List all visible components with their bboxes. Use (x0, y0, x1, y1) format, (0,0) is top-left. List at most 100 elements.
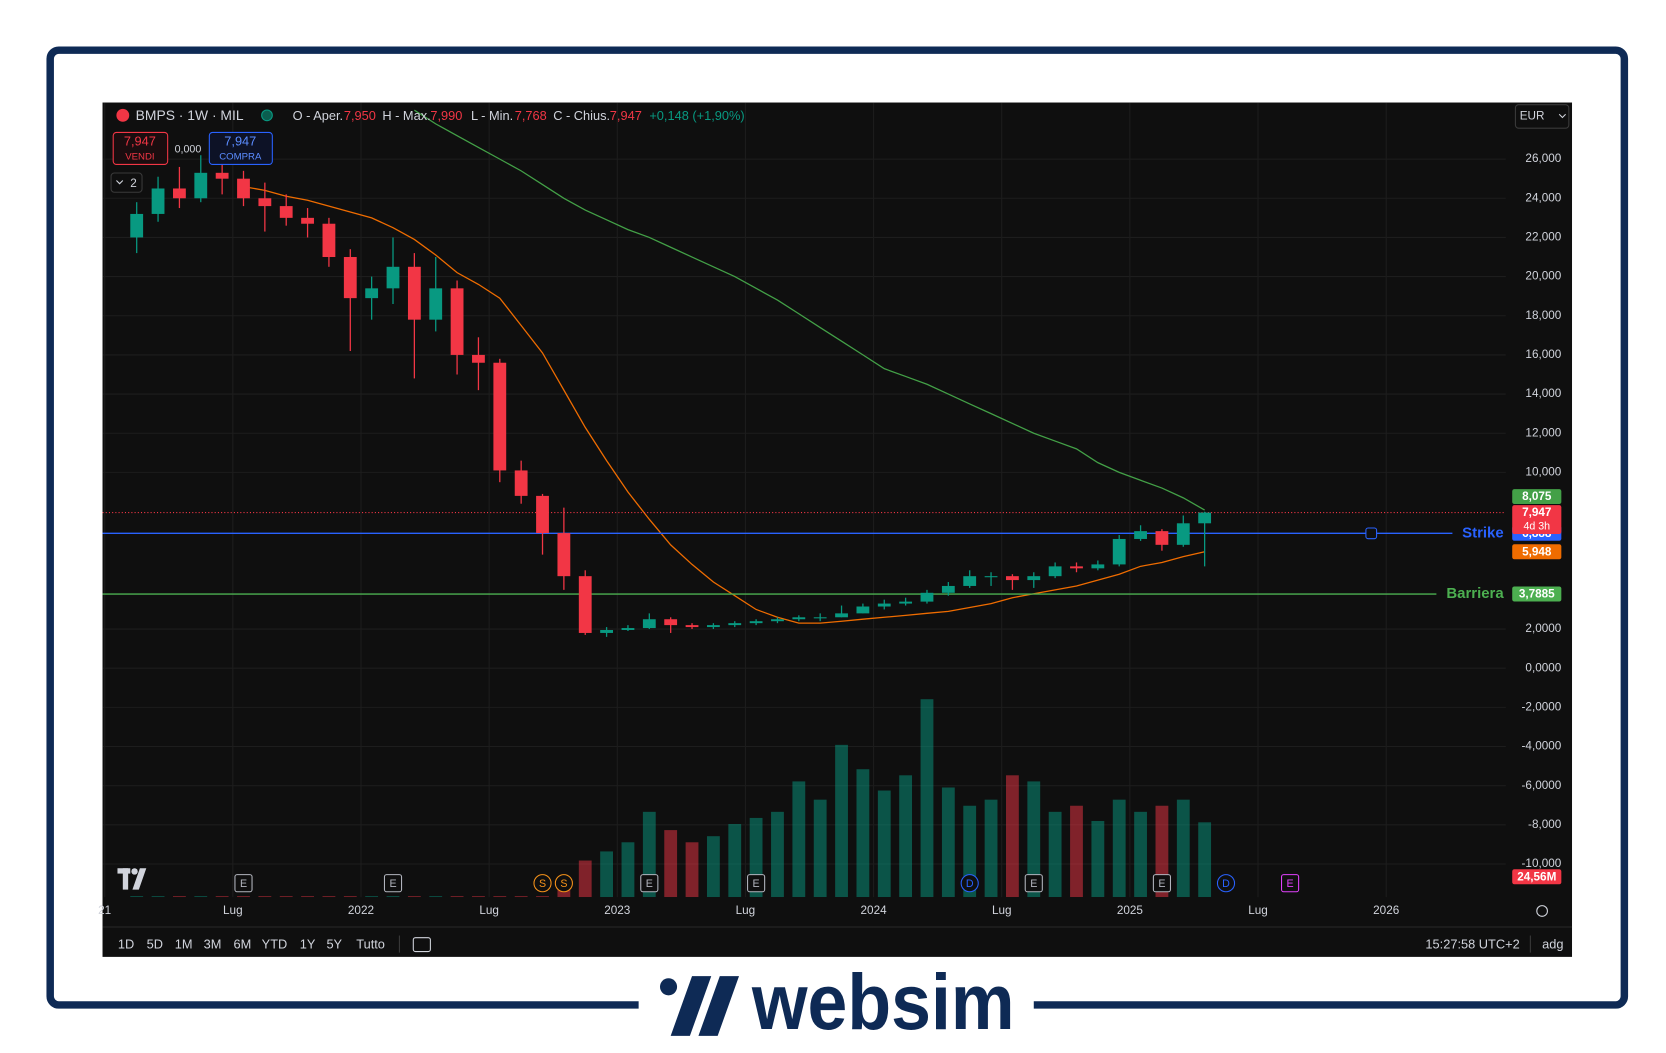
y-tick-label: 12,000 (1525, 426, 1561, 439)
range-button[interactable]: 1M (175, 937, 193, 952)
event-label: E (1030, 878, 1037, 890)
ohlc-name: H - Max. (382, 108, 430, 123)
axis-layer: 26,000 24,000 22,000 20,000 18,000 16,000 14,0… (98, 152, 1562, 917)
event-marker[interactable] (1281, 874, 1300, 893)
last-price-label-box (1512, 505, 1562, 534)
candle-body (215, 172, 229, 179)
event-label: E (646, 878, 653, 890)
volume-bar (130, 896, 144, 898)
candle-body (578, 576, 592, 633)
event-marker[interactable] (234, 874, 253, 893)
buy-button[interactable] (208, 131, 273, 165)
range-button[interactable]: 6M (234, 937, 252, 952)
range-button[interactable]: YTD (262, 937, 288, 952)
event-marker[interactable] (1024, 874, 1043, 893)
grid (102, 102, 1506, 898)
x-tick-label: Lug (1248, 904, 1268, 917)
event-marker[interactable] (1152, 874, 1172, 893)
y-tick-label: 16,000 (1525, 348, 1561, 361)
volume-bar (279, 896, 293, 898)
sell-button[interactable] (112, 131, 169, 165)
y-tick-label: -8,000 (1528, 818, 1562, 831)
logo-part (122, 868, 129, 890)
candle-body (130, 213, 144, 238)
moving-average (243, 185, 1205, 624)
volume-bar (557, 887, 571, 898)
logo-slash (670, 976, 712, 1036)
currency-select[interactable] (1514, 104, 1570, 129)
candle-body (194, 172, 208, 199)
event-marker[interactable] (533, 874, 552, 893)
volume-bar (215, 896, 229, 898)
indicators-toggle[interactable] (110, 172, 143, 193)
event-label: D (966, 878, 974, 890)
volume-bar (1112, 799, 1126, 898)
plot-layer (102, 109, 1506, 637)
candle-body (1155, 531, 1169, 545)
candle-body (1198, 512, 1212, 524)
candle-body (1112, 538, 1126, 565)
candle-body (279, 206, 293, 218)
y-tick-label: 24,000 (1525, 191, 1561, 204)
range-button[interactable]: 1Y (300, 937, 316, 952)
x-tick-label: 2024 (861, 904, 888, 917)
scale-mode[interactable]: adg (1542, 937, 1563, 952)
ma-value-label-box (1512, 544, 1562, 560)
range-button[interactable]: 5D (147, 937, 163, 952)
y-tick-label: 0,0000 (1525, 661, 1561, 674)
y-tick-label: 20,000 (1525, 270, 1561, 283)
change: +0,148 (+1,90%) (649, 108, 744, 123)
event-marker[interactable] (747, 874, 766, 893)
x-tick-label: 2025 (1117, 904, 1144, 917)
volume-bar (920, 699, 934, 898)
clock: 15:27:58 UTC+2 (1425, 937, 1519, 952)
volume-bar (365, 896, 379, 898)
y-tick-label: 22,000 (1525, 231, 1561, 244)
candle-body (173, 188, 186, 199)
event-label: S (560, 878, 567, 890)
volume-value-label-box (1512, 869, 1562, 885)
candle-body (386, 266, 400, 289)
calendar-icon[interactable] (412, 937, 431, 953)
ui-layer: BMPS · 1W · MIL 7,947 VENDI 0,000 7,947 … (110, 104, 1570, 953)
level-value-label: 3,7885 (1519, 588, 1555, 601)
candle-body (429, 288, 443, 320)
candle-body (600, 630, 614, 633)
level-name: Strike (1462, 524, 1504, 541)
candle-body (771, 619, 784, 622)
range-button[interactable]: Tutto (356, 937, 385, 952)
level-handle[interactable] (1365, 527, 1378, 540)
x-tick-label: Lug (223, 904, 243, 917)
indicators-count: 2 (130, 177, 137, 190)
candle-body (301, 217, 314, 224)
candle-body (941, 585, 955, 593)
y-tick-label: 2,0000 (1525, 622, 1561, 635)
frame-gap (638, 993, 1034, 1019)
y-tick-label: -6,0000 (1522, 779, 1562, 792)
volume-bar (771, 811, 784, 898)
volume-bar (343, 896, 357, 898)
logo-part (131, 868, 138, 875)
range-button[interactable]: 1D (118, 937, 134, 952)
range-button[interactable]: 5Y (326, 937, 342, 952)
candle-body (899, 601, 913, 604)
volume-bar (472, 896, 485, 898)
x-tick-label: 21 (98, 904, 111, 917)
volume-bar (813, 799, 827, 898)
candle-body (706, 625, 720, 628)
event-marker[interactable] (554, 874, 573, 893)
event-marker[interactable] (383, 874, 403, 893)
buy-label: COMPRA (219, 152, 262, 163)
range-button[interactable]: 3M (204, 937, 222, 952)
currency: EUR (1520, 110, 1545, 123)
volume-bar (835, 744, 848, 898)
candle-body (237, 178, 250, 199)
volume-bar (429, 896, 443, 898)
volume-bar (407, 896, 421, 898)
candle-body (1134, 531, 1147, 539)
last-price-label: 7,947 (1522, 506, 1552, 519)
event-marker[interactable] (1216, 874, 1236, 893)
event-marker[interactable] (960, 874, 979, 893)
settings-icon[interactable] (1536, 905, 1548, 917)
event-marker[interactable] (640, 874, 659, 893)
